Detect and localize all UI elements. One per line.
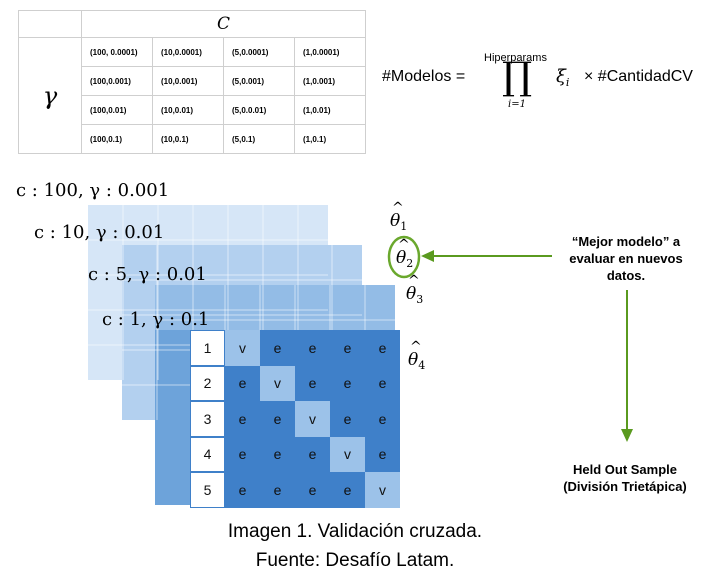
- best-model-note: “Mejor modelo” a evaluar en nuevos datos…: [569, 234, 683, 283]
- training-cell: e: [260, 472, 295, 508]
- layer-label-1: c : 100, γ : 0.001: [16, 180, 170, 201]
- hyperparameter-table: C γ (100, 0.0001) (10,0.0001) (5,0.0001)…: [18, 10, 366, 154]
- training-cell: e: [295, 472, 330, 508]
- table-cell: (1,0.0001): [294, 37, 366, 67]
- training-cell: e: [365, 436, 400, 472]
- table-cell: (100,0.01): [81, 95, 153, 125]
- validation-cell: v: [260, 365, 295, 401]
- training-cell: e: [330, 330, 365, 366]
- table-cell: (10,0.1): [152, 124, 224, 154]
- validation-cell: v: [225, 330, 260, 366]
- training-cell: e: [295, 365, 330, 401]
- training-cell: e: [365, 401, 400, 437]
- caption-line-1: Imagen 1. Validación cruzada.: [227, 521, 483, 542]
- training-cell: e: [225, 401, 260, 437]
- table-cell: (100, 0.0001): [81, 37, 153, 67]
- fold-label-5: 5: [190, 472, 225, 508]
- training-cell: e: [225, 436, 260, 472]
- formula-lower-limit: i=1: [508, 99, 526, 110]
- validation-cell: v: [295, 401, 330, 437]
- training-cell: e: [365, 330, 400, 366]
- table-cell: (100,0.1): [81, 124, 153, 154]
- caption-line-2: Fuente: Desafío Latam.: [255, 550, 455, 571]
- table-cell: (1,0.001): [294, 66, 366, 96]
- training-cell: e: [225, 365, 260, 401]
- training-cell: e: [225, 472, 260, 508]
- held-out-note: Held Out Sample (División Trietápica): [563, 462, 687, 494]
- table-cell: (10,0.001): [152, 66, 224, 96]
- theta-2-label: ^ θ2: [396, 237, 414, 270]
- gamma-header: γ: [18, 37, 82, 154]
- training-cell: e: [260, 436, 295, 472]
- layer-label-2: c : 10, γ : 0.01: [34, 222, 165, 243]
- training-cell: e: [260, 401, 295, 437]
- fold-label-3: 3: [190, 401, 225, 437]
- theta-4-label: ^ θ4: [408, 339, 426, 372]
- held-out-arrowhead: [621, 429, 633, 442]
- fold-label-4: 4: [190, 436, 225, 472]
- training-cell: e: [365, 365, 400, 401]
- product-symbol: ∏: [502, 54, 533, 98]
- training-cell: e: [295, 330, 330, 366]
- layer-label-4: c : 1, γ : 0.1: [102, 309, 210, 330]
- training-cell: e: [330, 401, 365, 437]
- training-cell: e: [260, 330, 295, 366]
- table-cell: (1,0.1): [294, 124, 366, 154]
- training-cell: e: [330, 365, 365, 401]
- fold-label-2: 2: [190, 365, 225, 401]
- formula-upper-limit: Hiperparams: [484, 52, 547, 64]
- formula-lhs: #Modelos =: [382, 68, 466, 85]
- formula-term: ξi: [556, 66, 570, 89]
- theta-3-label: ^ θ3: [406, 273, 424, 306]
- theta-1-label: ^ θ1: [390, 200, 408, 233]
- layer-label-3: c : 5, γ : 0.01: [88, 264, 207, 285]
- table-cell: (100,0.001): [81, 66, 153, 96]
- table-cell: (5,0.1): [223, 124, 295, 154]
- best-model-arrowhead: [421, 250, 434, 262]
- formula-rhs: × #CantidadCV: [584, 68, 693, 85]
- table-cell: (1,0.01): [294, 95, 366, 125]
- fold-label-1: 1: [190, 330, 225, 366]
- validation-cell: v: [330, 436, 365, 472]
- layer-4: [155, 330, 190, 505]
- training-cell: e: [295, 436, 330, 472]
- training-cell: e: [330, 472, 365, 508]
- best-model-circle: [387, 235, 421, 279]
- validation-cell: v: [365, 472, 400, 508]
